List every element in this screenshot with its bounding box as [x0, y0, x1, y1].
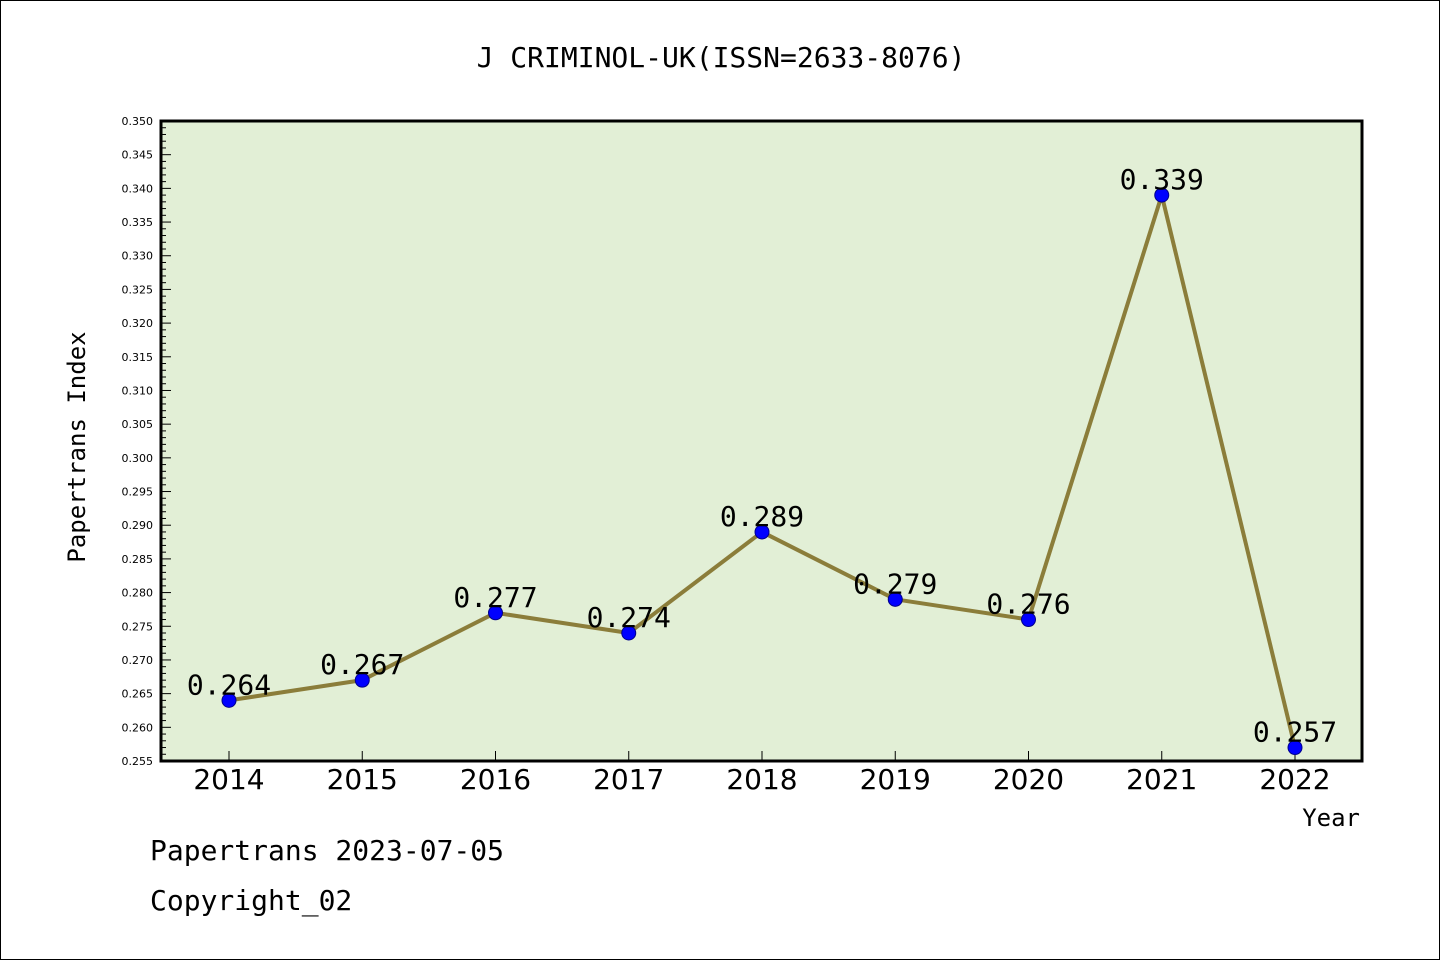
data-point	[754, 524, 770, 540]
data-point	[621, 625, 637, 641]
y-tick-label: 0.275	[122, 620, 154, 633]
x-tick-label: 2019	[860, 763, 931, 796]
chart-title: J CRIMINOL-UK(ISSN=2633-8076)	[477, 41, 966, 74]
data-point	[354, 672, 370, 688]
y-tick-label: 0.255	[122, 755, 154, 768]
x-tick-label: 2022	[1259, 763, 1330, 796]
data-label: 0.277	[453, 581, 537, 614]
data-label: 0.264	[187, 668, 271, 701]
y-tick-label: 0.280	[122, 587, 154, 600]
x-axis-ticks: 2014 2015 2016 2017 2018 2019 2020 2021 2022	[193, 751, 1331, 796]
data-label: 0.289	[720, 500, 804, 533]
y-tick-label: 0.350	[122, 115, 154, 128]
footer-date: Papertrans 2023-07-05	[150, 834, 505, 867]
data-labels: 0.264 0.267 0.277 0.274 0.289 0.279 0.276 0.339…	[187, 163, 1337, 748]
data-point	[1287, 740, 1303, 756]
data-label: 0.267	[320, 648, 404, 681]
footer-copyright: Copyright_02	[150, 884, 353, 917]
y-tick-label: 0.285	[122, 553, 154, 566]
x-tick-label: 2017	[593, 763, 664, 796]
y-tick-label: 0.305	[122, 418, 154, 431]
y-tick-label: 0.340	[122, 182, 154, 195]
y-tick-label: 0.295	[122, 486, 154, 499]
x-axis-label: Year	[1302, 804, 1360, 832]
data-label: 0.276	[986, 588, 1070, 621]
plot-area	[159, 119, 1364, 763]
data-point	[1021, 612, 1036, 628]
x-tick-label: 2021	[1126, 763, 1197, 796]
y-tick-label: 0.310	[122, 384, 154, 397]
data-label: 0.257	[1253, 716, 1337, 749]
y-tick-label: 0.315	[122, 351, 154, 364]
data-label: 0.274	[587, 601, 671, 634]
x-tick-label: 2015	[327, 763, 398, 796]
y-tick-label: 0.325	[122, 283, 154, 296]
y-axis-ticks: 0.255 0.260 0.265 0.270 0.275 0.280 0.285 0.290…	[122, 115, 171, 768]
x-tick-label: 2020	[993, 763, 1064, 796]
y-tick-label: 0.345	[122, 149, 154, 162]
y-tick-label: 0.335	[122, 216, 154, 229]
x-tick-label: 2014	[193, 763, 264, 796]
y-tick-label: 0.320	[122, 317, 154, 330]
data-label: 0.339	[1120, 163, 1204, 196]
y-tick-label: 0.265	[122, 688, 154, 701]
y-tick-label: 0.260	[122, 721, 154, 734]
data-point	[1154, 187, 1170, 203]
y-tick-label: 0.270	[122, 654, 154, 667]
data-point	[887, 591, 903, 607]
y-tick-label: 0.290	[122, 519, 154, 532]
y-axis-label: Papertrans Index	[63, 331, 91, 562]
series-markers	[221, 187, 1303, 756]
data-point	[488, 605, 503, 621]
x-tick-label: 2016	[460, 763, 531, 796]
data-point	[221, 692, 237, 708]
x-tick-label: 2018	[726, 763, 797, 796]
y-tick-label: 0.300	[122, 452, 154, 465]
y-tick-label: 0.330	[122, 250, 154, 263]
data-label: 0.279	[853, 567, 937, 600]
